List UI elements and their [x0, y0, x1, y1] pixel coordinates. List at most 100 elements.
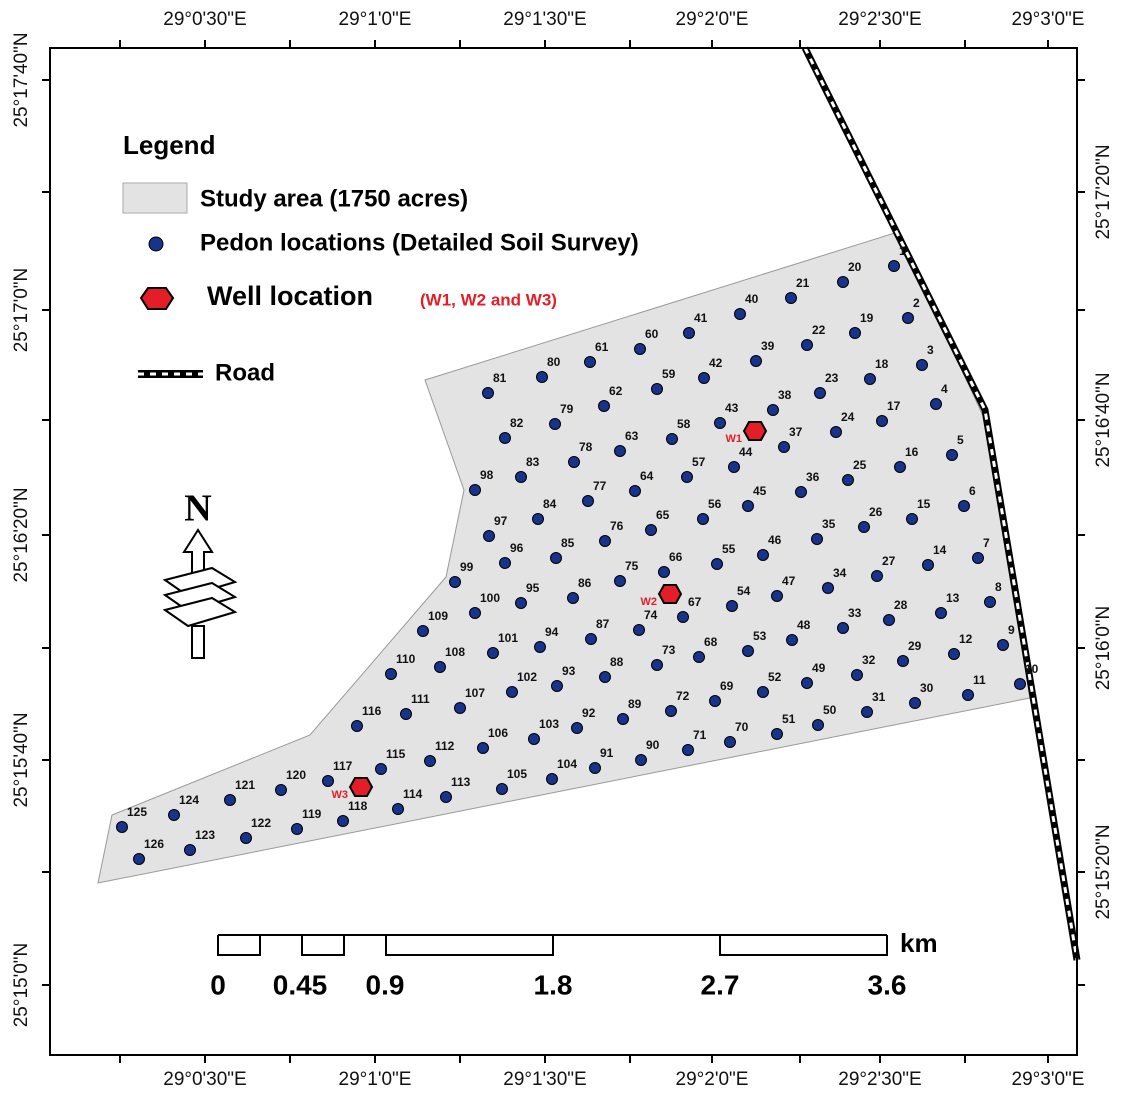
- pedon-label: 92: [582, 706, 596, 720]
- well: [742, 421, 768, 441]
- pedon-label: 77: [593, 479, 607, 493]
- pedon: [571, 722, 583, 734]
- pedon: [400, 708, 412, 720]
- pedon: [876, 415, 888, 427]
- pedon-label: 66: [669, 550, 683, 564]
- pedon: [871, 570, 883, 582]
- pedon-label: 32: [862, 653, 876, 667]
- pedon-label: 23: [825, 371, 839, 385]
- pedon: [584, 356, 596, 368]
- pedon: [483, 530, 495, 542]
- pedon: [528, 733, 540, 745]
- left-label: 25°16'20"N: [11, 487, 32, 582]
- pedon: [499, 432, 511, 444]
- pedon-label: 104: [557, 757, 577, 771]
- pedon-label: 7: [983, 536, 990, 550]
- pedon-label: 82: [510, 416, 524, 430]
- pedon-label: 121: [235, 778, 255, 792]
- road: [801, 46, 1081, 961]
- pedon-label: 12: [959, 632, 973, 646]
- pedon-label: 102: [517, 670, 537, 684]
- pedon-label: 55: [722, 542, 736, 556]
- pedon-label: 123: [195, 828, 215, 842]
- pedon: [184, 844, 196, 856]
- pedon: [469, 484, 481, 496]
- well: [348, 777, 374, 797]
- right-label: 25°16'40"N: [1093, 372, 1114, 467]
- pedon: [906, 513, 918, 525]
- pedon: [728, 461, 740, 473]
- pedon: [948, 648, 960, 660]
- pedon: [240, 832, 252, 844]
- pedon-label: 86: [578, 576, 592, 590]
- legend-road: Road: [215, 359, 275, 386]
- pedon: [801, 677, 813, 689]
- pedon-label: 71: [693, 728, 707, 742]
- pedon: [822, 582, 834, 594]
- pedon-label: 94: [545, 625, 559, 639]
- pedon-label: 91: [600, 746, 614, 760]
- pedon-label: 18: [875, 357, 889, 371]
- pedon-label: 67: [688, 595, 702, 609]
- pedon-label: 87: [596, 617, 610, 631]
- pedon: [614, 445, 626, 457]
- pedon: [888, 260, 900, 272]
- pedon: [1014, 678, 1026, 690]
- pedon-label: 70: [735, 720, 749, 734]
- bottom-label: 29°3'0"E: [1012, 1069, 1085, 1090]
- pedon: [916, 359, 928, 371]
- pedon-label: 88: [610, 655, 624, 669]
- legend-well-note: (W1, W2 and W3): [420, 290, 557, 309]
- pedon-label: 62: [609, 384, 623, 398]
- right-label: 25°16'0"N: [1093, 606, 1114, 691]
- pedon-label: 5: [957, 433, 964, 447]
- pedon: [599, 535, 611, 547]
- scale-unit: km: [900, 928, 938, 958]
- pedon: [550, 552, 562, 564]
- pedon: [786, 634, 798, 646]
- pedon-label: 101: [498, 631, 518, 645]
- pedon-label: 65: [656, 508, 670, 522]
- pedon-label: 17: [887, 399, 901, 413]
- pedon-label: 113: [451, 775, 471, 789]
- pedon-label: 122: [251, 816, 271, 830]
- pedon: [698, 372, 710, 384]
- pedon-label: 24: [841, 410, 855, 424]
- top-label: 29°2'0"E: [676, 9, 749, 30]
- scale-label: 0: [210, 969, 226, 1000]
- pedon: [997, 639, 1009, 651]
- pedon-label: 110: [396, 652, 416, 666]
- pedon: [658, 566, 670, 578]
- pedon: [168, 809, 180, 821]
- pedon-label: 6: [969, 484, 976, 498]
- pedon-label: 73: [662, 643, 676, 657]
- pedon-label: 57: [692, 455, 706, 469]
- pedon-label: 8: [995, 580, 1002, 594]
- pedon-label: 117: [333, 759, 353, 773]
- pedon: [567, 592, 579, 604]
- pedon-label: 84: [543, 497, 557, 511]
- bottom-label: 29°1'30"E: [503, 1069, 586, 1090]
- pedon: [322, 775, 334, 787]
- pedon-label: 74: [644, 608, 658, 622]
- pedon-label: 93: [562, 664, 576, 678]
- pedon: [962, 689, 974, 701]
- legend-well: Well location: [207, 281, 373, 311]
- pedon: [709, 695, 721, 707]
- pedon: [515, 471, 527, 483]
- pedon: [972, 552, 984, 564]
- pedon: [589, 762, 601, 774]
- pedon-label: 75: [625, 559, 639, 573]
- pedon-label: 45: [753, 484, 767, 498]
- pedon-label: 2: [913, 296, 920, 310]
- pedon-label: 69: [720, 679, 734, 693]
- right-label: 25°15'20"N: [1093, 824, 1114, 919]
- scale-label: 0.9: [366, 969, 405, 1000]
- pedon: [930, 398, 942, 410]
- pedon-label: 60: [645, 327, 659, 341]
- top-label: 29°2'30"E: [838, 9, 921, 30]
- pedon: [837, 276, 849, 288]
- pedon-label: 56: [708, 497, 722, 511]
- pedon-label: 108: [445, 645, 465, 659]
